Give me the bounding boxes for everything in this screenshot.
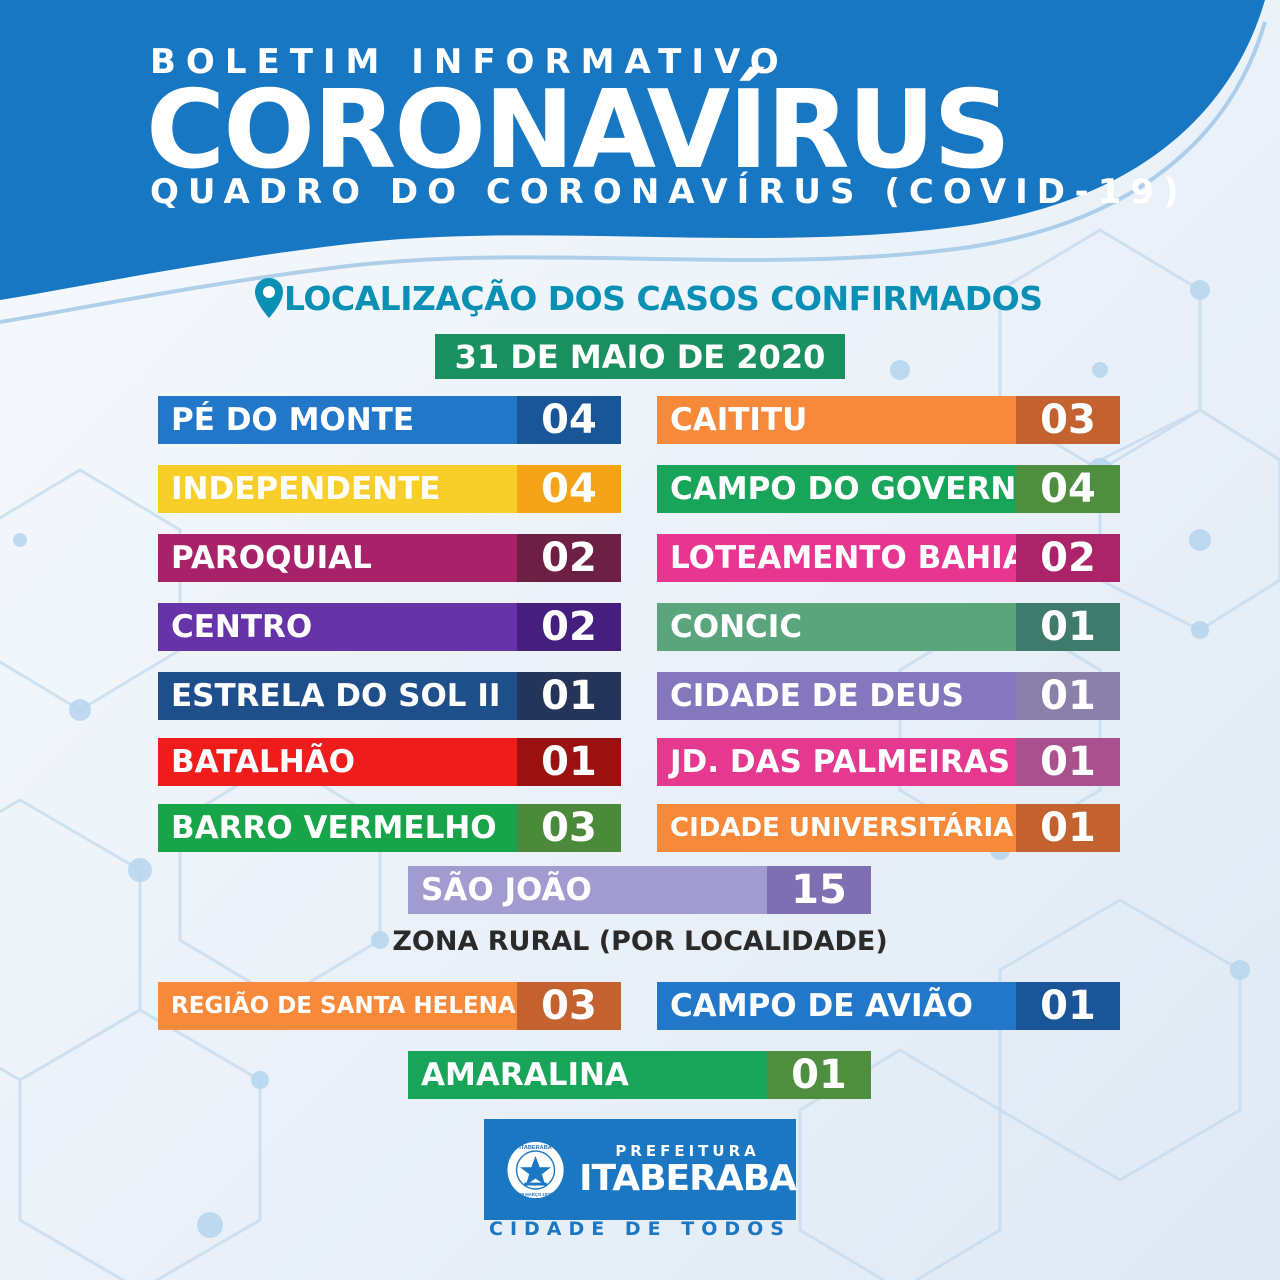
neighborhood-row: BARRO VERMELHO 03 <box>158 804 621 852</box>
page-title: CORONAVÍRUS <box>146 68 1011 193</box>
case-count: 01 <box>517 672 621 720</box>
neighborhood-name: PAROQUIAL <box>171 540 372 576</box>
map-pin-icon <box>255 278 283 318</box>
case-count: 01 <box>1016 804 1120 852</box>
neighborhood-row: PÉ DO MONTE 04 <box>158 396 621 444</box>
case-count: 01 <box>1016 672 1120 720</box>
city-seal-icon: ITABERABA 28 MARÇO 1877 <box>507 1141 564 1198</box>
neighborhood-row: CIDADE UNIVERSITÁRIA 01 <box>657 804 1120 852</box>
city-logo: ITABERABA 28 MARÇO 1877 PREFEITURA ITABE… <box>484 1119 797 1220</box>
case-count: 01 <box>1016 982 1120 1030</box>
case-count: 01 <box>1016 603 1120 651</box>
neighborhood-row: PAROQUIAL 02 <box>158 534 621 582</box>
neighborhood-name: LOTEAMENTO BAHIA <box>670 540 1016 576</box>
neighborhood-row: BATALHÃO 01 <box>158 738 621 786</box>
neighborhood-name: CONCIC <box>670 609 803 645</box>
case-count: 02 <box>517 603 621 651</box>
locality-name: CAMPO DE AVIÃO <box>670 988 973 1024</box>
case-count: 03 <box>517 982 621 1030</box>
neighborhood-name: CIDADE DE DEUS <box>670 678 964 714</box>
seal-bottom-text: 28 MARÇO 1877 <box>519 1192 552 1197</box>
neighborhood-name: ESTRELA DO SOL II <box>171 678 501 714</box>
neighborhood-row: JD. DAS PALMEIRAS 01 <box>657 738 1120 786</box>
locality-name: AMARALINA <box>421 1057 629 1093</box>
page-subtitle: QUADRO DO CORONAVÍRUS (COVID-19) <box>150 172 1188 212</box>
neighborhood-row: CENTRO 02 <box>158 603 621 651</box>
neighborhood-row: ESTRELA DO SOL II 01 <box>158 672 621 720</box>
logo-city-name: ITABERABA <box>579 1157 797 1199</box>
neighborhood-row: CAITITU 03 <box>657 396 1120 444</box>
neighborhood-row: CONCIC 01 <box>657 603 1120 651</box>
bulletin-kicker: BOLETIM INFORMATIVO <box>150 42 789 82</box>
rural-row: CAMPO DE AVIÃO 01 <box>657 982 1120 1030</box>
rural-row: REGIÃO DE SANTA HELENA 03 <box>158 982 621 1030</box>
rural-zone-title: ZONA RURAL (POR LOCALIDADE) <box>392 926 888 957</box>
neighborhood-name: CIDADE UNIVERSITÁRIA <box>670 813 1014 843</box>
neighborhood-name: JD. DAS PALMEIRAS <box>670 744 1011 780</box>
case-count: 02 <box>517 534 621 582</box>
date-badge: 31 DE MAIO DE 2020 <box>435 334 845 379</box>
seal-top-text: ITABERABA <box>519 1144 552 1150</box>
case-count: 15 <box>767 866 871 914</box>
case-count: 01 <box>767 1051 871 1099</box>
case-count: 04 <box>1016 465 1120 513</box>
neighborhood-name: BATALHÃO <box>171 744 355 780</box>
logo-prefix: PREFEITURA <box>615 1141 760 1160</box>
neighborhood-name: CAMPO DO GOVERNO <box>670 471 1016 507</box>
case-count: 03 <box>517 804 621 852</box>
section-title-text: LOCALIZAÇÃO DOS CASOS CONFIRMADOS <box>284 278 1043 318</box>
neighborhood-row: CAMPO DO GOVERNO 04 <box>657 465 1120 513</box>
case-count: 02 <box>1016 534 1120 582</box>
case-count: 03 <box>1016 396 1120 444</box>
neighborhood-row: LOTEAMENTO BAHIA 02 <box>657 534 1120 582</box>
neighborhood-name: INDEPENDENTE <box>171 471 441 507</box>
case-count: 04 <box>517 396 621 444</box>
neighborhood-row: CIDADE DE DEUS 01 <box>657 672 1120 720</box>
neighborhood-name: BARRO VERMELHO <box>171 810 497 846</box>
rural-row: AMARALINA 01 <box>408 1051 871 1099</box>
neighborhood-name: PÉ DO MONTE <box>171 402 415 438</box>
neighborhood-row: INDEPENDENTE 04 <box>158 465 621 513</box>
neighborhood-row: SÃO JOÃO 15 <box>408 866 871 914</box>
logo-slogan: CIDADE DE TODOS <box>489 1218 791 1240</box>
section-title: LOCALIZAÇÃO DOS CASOS CONFIRMADOS <box>254 276 1043 320</box>
case-count: 01 <box>1016 738 1120 786</box>
neighborhood-name: CENTRO <box>171 609 313 645</box>
case-count: 01 <box>517 738 621 786</box>
neighborhood-name: CAITITU <box>670 402 808 438</box>
locality-name: REGIÃO DE SANTA HELENA <box>171 993 516 1019</box>
case-count: 04 <box>517 465 621 513</box>
neighborhood-name: SÃO JOÃO <box>421 872 592 908</box>
